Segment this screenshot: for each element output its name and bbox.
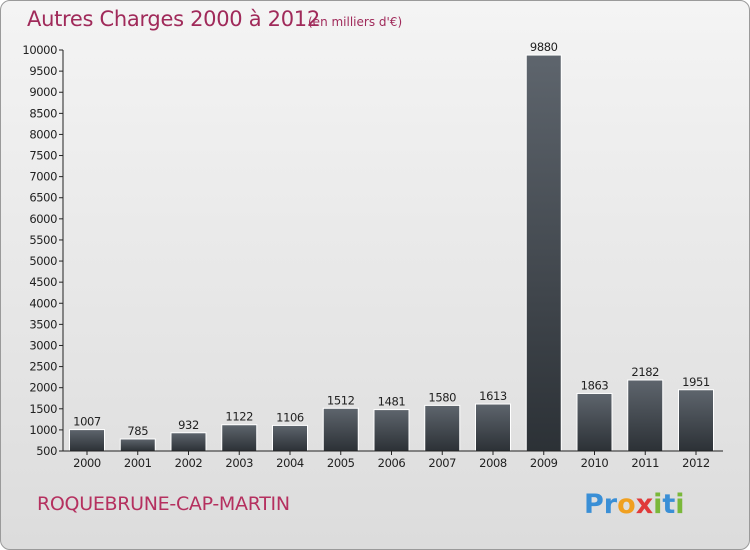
y-tick-label: 1000: [29, 423, 57, 437]
y-tick-label: 500: [36, 444, 57, 458]
bar-2010: [576, 392, 613, 452]
logo-letter: t: [662, 489, 676, 520]
logo-letter: r: [603, 489, 618, 520]
bar-2001: [119, 438, 156, 452]
chart-title: Autres Charges 2000 à 2012: [27, 7, 320, 31]
y-tick-label: 2000: [29, 381, 57, 395]
bar-2009: [525, 54, 562, 452]
y-tick-label: 3500: [29, 317, 57, 331]
bar-2002: [170, 432, 207, 452]
bar-value-label: 1481: [378, 395, 406, 409]
bar-value-label: 1863: [581, 378, 609, 392]
proxiti-logo: Proxiti: [584, 489, 685, 520]
logo-letter: x: [635, 489, 654, 520]
y-tick-label: 6000: [29, 212, 57, 226]
x-tick-label: 2001: [124, 456, 152, 470]
y-tick-label: 5500: [29, 233, 57, 247]
bar-2012: [678, 389, 714, 452]
bar-value-label: 1613: [479, 389, 507, 403]
bar-value-label: 9880: [530, 40, 558, 54]
y-tick-label: 8500: [29, 106, 57, 120]
x-axis: 2000 2001 2002 2003 2004 2005 2006 2007 2008 2009…: [63, 450, 723, 470]
logo-letter: i: [675, 489, 685, 520]
bars: 1007 785 932 1122 1106 1512 1481 1580 1613 9880 18…: [69, 40, 714, 452]
bar-2006: [373, 409, 410, 452]
y-tick-label: 9500: [29, 64, 57, 78]
x-tick-label: 2007: [428, 456, 456, 470]
y-tick-label: 8000: [29, 127, 57, 141]
y-tick-label: 5000: [29, 254, 57, 268]
bar-2000: [69, 429, 105, 452]
y-tick-label: 7000: [29, 170, 57, 184]
y-tick-label: 3000: [29, 338, 57, 352]
y-tick-label: 4000: [29, 296, 57, 310]
bar-value-label: 1106: [276, 410, 304, 424]
bar-value-label: 1122: [225, 410, 253, 424]
x-tick-label: 2011: [631, 456, 659, 470]
commune-name: ROQUEBRUNE-CAP-MARTIN: [37, 493, 290, 515]
bar-value-label: 1007: [73, 415, 101, 429]
logo-letter: o: [617, 489, 636, 520]
y-tick-label: 1500: [29, 402, 57, 416]
logo-letter: i: [653, 489, 663, 520]
x-tick-label: 2004: [276, 456, 304, 470]
x-tick-label: 2012: [682, 456, 710, 470]
y-axis: 500 1000 1500 2000 2500 3000 3500 4000 4500 5000 5…: [22, 43, 64, 458]
x-tick-label: 2002: [175, 456, 203, 470]
bar-value-label: 1512: [327, 393, 355, 407]
y-tick-label: 6500: [29, 191, 57, 205]
bar-value-label: 932: [178, 418, 199, 432]
x-tick-label: 2008: [479, 456, 507, 470]
bar-value-label: 1951: [682, 375, 710, 389]
y-tick-label: 10000: [22, 43, 57, 57]
x-tick-label: 2009: [530, 456, 558, 470]
y-tick-label: 2500: [29, 360, 57, 374]
chart-subtitle: (en milliers d'€): [308, 15, 403, 29]
bar-2008: [475, 403, 511, 452]
bar-2003: [221, 424, 258, 452]
y-tick-label: 9000: [29, 85, 57, 99]
y-tick-label: 7500: [29, 149, 57, 163]
bar-value-label: 2182: [631, 365, 659, 379]
x-tick-label: 2010: [581, 456, 609, 470]
logo-letter: P: [584, 489, 604, 520]
bar-2004: [272, 424, 308, 452]
x-tick-label: 2003: [225, 456, 253, 470]
x-tick-label: 2005: [327, 456, 355, 470]
bar-value-label: 785: [127, 424, 148, 438]
y-tick-label: 4500: [29, 275, 57, 289]
x-tick-label: 2000: [73, 456, 101, 470]
bar-value-label: 1580: [428, 390, 456, 404]
bar-2011: [627, 379, 664, 452]
bar-2005: [322, 407, 359, 452]
bar-2007: [424, 404, 461, 452]
x-tick-label: 2006: [378, 456, 406, 470]
